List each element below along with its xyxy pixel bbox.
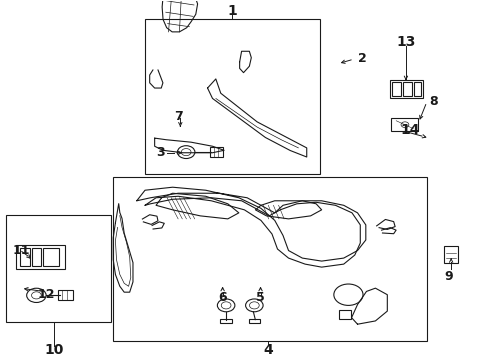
Bar (16, 246, 64, 269)
Text: 5: 5 (256, 291, 264, 304)
Bar (144, 19, 319, 174)
Text: 9: 9 (444, 270, 452, 283)
Text: 6: 6 (218, 291, 226, 304)
Text: 7: 7 (174, 110, 183, 123)
Bar (413, 82, 421, 96)
Text: 14: 14 (399, 123, 419, 138)
Text: 11: 11 (12, 244, 30, 257)
Bar (389, 81, 423, 98)
Text: 3: 3 (156, 146, 165, 159)
Bar (338, 310, 350, 319)
Bar (113, 177, 426, 341)
Text: 1: 1 (227, 4, 237, 18)
Text: 13: 13 (395, 35, 415, 49)
Text: 8: 8 (428, 95, 437, 108)
Bar (248, 319, 260, 323)
Bar (43, 248, 59, 266)
Bar (402, 82, 411, 96)
Text: 2: 2 (357, 52, 366, 65)
Bar (6, 215, 111, 322)
Bar (220, 319, 231, 323)
Bar (443, 246, 458, 263)
Bar (58, 291, 73, 300)
Bar (31, 248, 41, 266)
Bar (391, 82, 400, 96)
Text: 12: 12 (37, 288, 55, 301)
Bar (210, 147, 222, 157)
Text: 10: 10 (44, 343, 63, 357)
Bar (20, 248, 30, 266)
Bar (390, 118, 417, 131)
Text: 4: 4 (263, 343, 272, 357)
